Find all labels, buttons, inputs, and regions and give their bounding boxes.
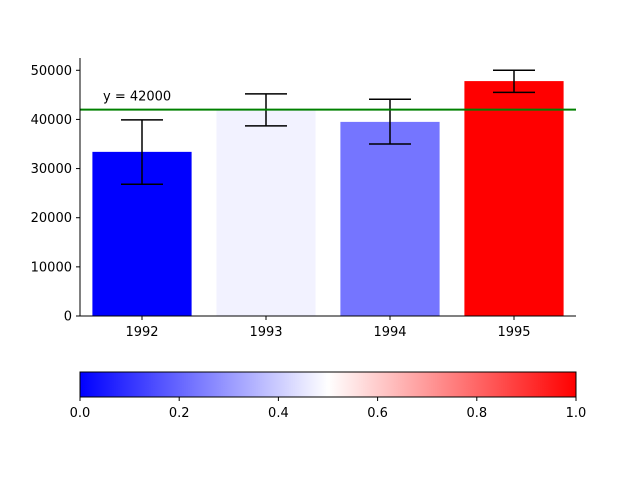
- y-tick-label: 20000: [31, 211, 72, 226]
- error-bars-group: [121, 69, 535, 186]
- y-tick-label: 0: [64, 310, 72, 325]
- axes-group: 0 10000 20000 30000 40000 50000 1992 1993 1994 19…: [31, 58, 576, 340]
- x-tick-label: 1992: [125, 325, 158, 340]
- reference-line-group: y = 42000: [80, 90, 576, 111]
- colorbar-tick-label: 1.0: [566, 406, 587, 421]
- reference-line-label: y = 42000: [103, 90, 171, 105]
- x-tick-label: 1995: [497, 325, 530, 340]
- x-tick-label: 1993: [249, 325, 282, 340]
- colorbar-tick-label: 0.8: [466, 406, 487, 421]
- colorbar: 0.0 0.2 0.4 0.6 0.8 1.0: [70, 371, 587, 421]
- bar-1995: [464, 81, 564, 317]
- y-tick-label: 10000: [31, 260, 72, 275]
- error-bar-1995: [493, 69, 535, 94]
- bar-1993: [216, 109, 316, 316]
- y-tick-label: 40000: [31, 113, 72, 128]
- bar-1994: [340, 121, 440, 316]
- colorbar-tick-label: 0.0: [70, 406, 91, 421]
- plot-area: y = 42000 0 10000 20000 30000 40000 50000 1992…: [31, 58, 576, 340]
- y-tick-label: 50000: [31, 64, 72, 79]
- error-bar-1994: [369, 98, 411, 145]
- error-bar-1992: [121, 119, 163, 186]
- y-tick-label: 30000: [31, 162, 72, 177]
- bars-group: [92, 81, 564, 317]
- colorbar-gradient: [79, 371, 577, 398]
- colorbar-tick-label: 0.6: [367, 406, 388, 421]
- x-tick-label: 1994: [373, 325, 406, 340]
- colorbar-tick-label: 0.4: [268, 406, 289, 421]
- colorbar-tick-label: 0.2: [169, 406, 190, 421]
